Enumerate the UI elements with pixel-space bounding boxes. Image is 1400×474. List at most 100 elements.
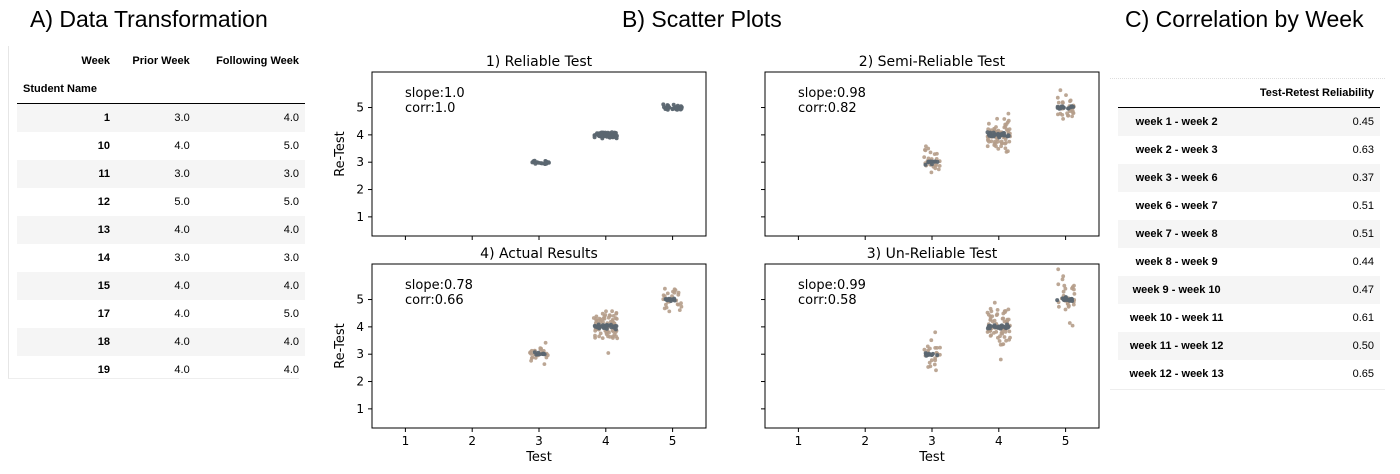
x-tick-label: 4 [602, 434, 610, 448]
scatter-point [665, 291, 670, 296]
scatter-point [995, 312, 1000, 317]
reliability-value-cell: 0.51 [1352, 228, 1374, 240]
table-row: week 7 - week 8 0.51 [1118, 220, 1380, 248]
scatter-point [679, 301, 683, 306]
y-tick-label: 4 [356, 128, 364, 142]
prior-week-cell: 3.0 [174, 252, 190, 264]
reliability-value-cell: 0.51 [1352, 200, 1374, 212]
scatter-point [936, 167, 941, 172]
scatter-point [537, 352, 542, 357]
scatter-point [1006, 118, 1011, 123]
scatter-point [1057, 304, 1061, 309]
table-row: week 3 - week 6 0.37 [1118, 164, 1380, 192]
scatter-point [1055, 105, 1060, 110]
scatter-point [677, 308, 682, 312]
scatter-point [929, 170, 934, 175]
scatter-point [612, 130, 617, 135]
table-row: week 12 - week 13 0.65 [1118, 360, 1380, 388]
plot-title: 1) Reliable Test [486, 54, 593, 70]
student-name-cell: 19 [97, 364, 110, 376]
scatter-point [533, 356, 538, 360]
student-name-cell: 13 [97, 224, 110, 236]
scatter-point [1002, 319, 1007, 324]
y-tick-label: 2 [356, 183, 364, 197]
scatter-point [992, 300, 997, 305]
prior-week-cell: 4.0 [174, 308, 190, 320]
scatter-point [998, 326, 1003, 331]
y-tick-label: 5 [356, 293, 364, 307]
scatter-point [1065, 301, 1070, 306]
scatter-point [608, 314, 612, 318]
scatter-point [1055, 298, 1060, 303]
x-tick-label: 2 [468, 434, 476, 448]
scatter-point [614, 133, 619, 138]
prior-week-cell: 4.0 [174, 364, 190, 376]
scatter-point [1061, 117, 1065, 121]
scatter-point [592, 135, 597, 140]
reliability-value-cell: 0.37 [1352, 172, 1374, 184]
scatter-point [664, 305, 669, 310]
column-header-following-week: Following Week [216, 54, 299, 67]
scatter-panel-4: 3) Un-Reliable Test 1 2 3 4 5 Test slope:0.99co… [761, 246, 1100, 465]
table-row: week 11 - week 12 0.50 [1118, 332, 1380, 360]
scatter-point [1056, 267, 1061, 272]
scatter-point [1004, 141, 1008, 145]
scatter-point [1007, 139, 1012, 144]
scatter-point [922, 347, 927, 352]
scatter-point [602, 316, 607, 321]
scatter-point [666, 103, 671, 108]
reliability-value-cell: 0.50 [1352, 340, 1374, 352]
scatter-point [538, 346, 543, 350]
scatter-point [986, 312, 991, 317]
scatter-point [1006, 307, 1011, 312]
week-pair-cell: week 2 - week 3 [1135, 144, 1218, 156]
scatter-point [1071, 302, 1076, 307]
scatter-point [1001, 342, 1006, 346]
prior-week-cell: 4.0 [174, 140, 190, 152]
scatter-point [603, 313, 608, 317]
scatter-point [924, 353, 929, 358]
scatter-point [541, 352, 546, 356]
scatter-point [997, 339, 1002, 343]
table-row: week 10 - week 11 0.61 [1118, 304, 1380, 332]
scatter-point [1004, 338, 1008, 343]
scatter-point [1058, 88, 1063, 93]
x-tick-label: 5 [669, 434, 677, 448]
scatter-point [937, 164, 942, 168]
scatter-point [603, 134, 608, 139]
table-row: 17 4.0 5.0 [17, 300, 305, 328]
scatter-point [532, 350, 537, 355]
scatter-point [610, 309, 614, 314]
scatter-point [667, 309, 672, 314]
scatter-point [665, 106, 670, 111]
scatter-point [987, 326, 992, 331]
table-row: 15 4.0 4.0 [17, 272, 305, 300]
week-pair-cell: week 11 - week 12 [1129, 340, 1224, 352]
scatter-point [598, 331, 603, 336]
scatter-point [994, 125, 998, 129]
table-row: week 2 - week 3 0.63 [1118, 136, 1380, 164]
scatter-point [529, 352, 533, 356]
scatter-point [1060, 277, 1065, 282]
scatter-point [613, 316, 618, 321]
following-week-cell: 5.0 [283, 196, 299, 208]
x-axis-label: Test [918, 450, 945, 465]
scatter-point [1064, 93, 1068, 97]
table-row: 19 4.0 4.0 [17, 356, 305, 384]
week-pair-cell: week 12 - week 13 [1129, 368, 1224, 380]
prior-week-cell: 4.0 [174, 224, 190, 236]
correlation-table-container: Test-Retest Reliability week 1 - week 2 0… [1110, 78, 1385, 390]
scatter-point [985, 144, 990, 149]
scatter-point [668, 297, 673, 302]
scatter-point [998, 334, 1002, 339]
scatter-point [1004, 150, 1009, 154]
week-pair-cell: week 7 - week 8 [1135, 228, 1218, 240]
scatter-point [1058, 111, 1063, 116]
scatter-point [543, 340, 548, 345]
scatter-point [606, 351, 611, 355]
scatter-point [1002, 117, 1007, 121]
table-row: week 6 - week 7 0.51 [1118, 192, 1380, 220]
scatter-point [611, 336, 615, 340]
